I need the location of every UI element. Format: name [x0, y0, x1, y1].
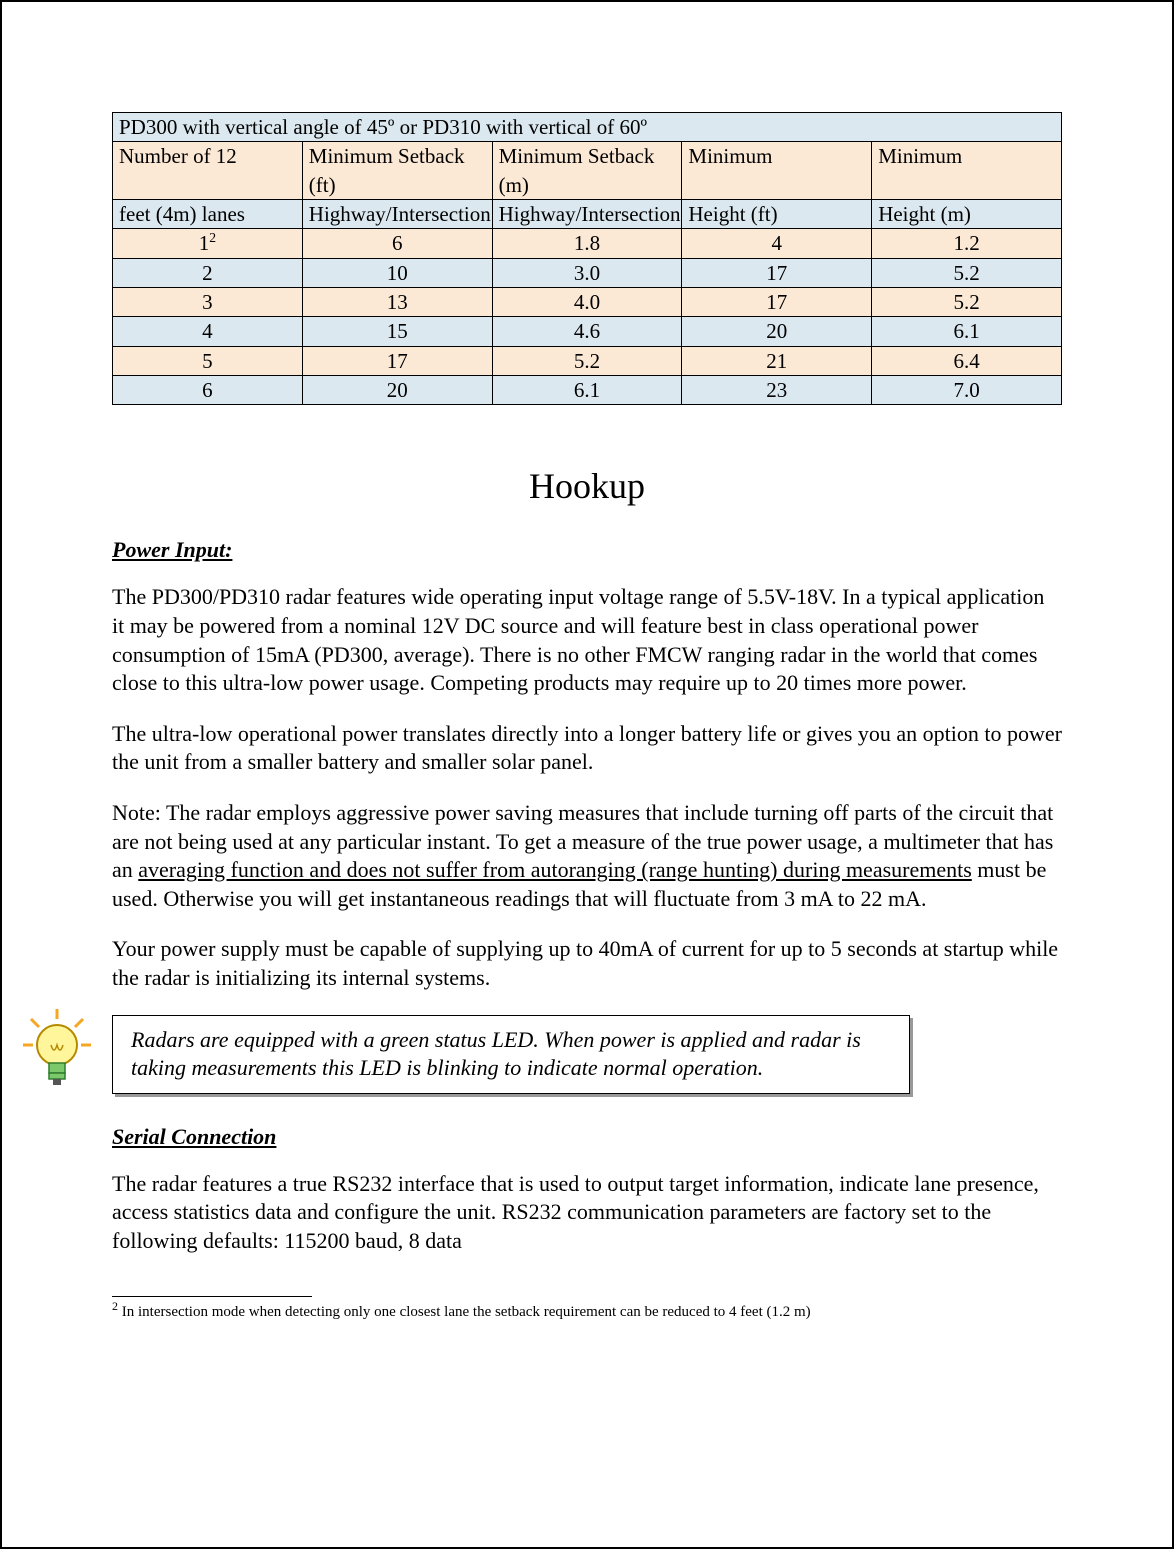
cell-lanes: 12 — [113, 229, 303, 258]
power-input-heading: Power Input: — [112, 537, 1062, 563]
cell-height-ft: 21 — [682, 346, 872, 375]
page-content: PD300 with vertical angle of 45º or PD31… — [112, 112, 1062, 1321]
cell-setback-m: 4.0 — [492, 288, 682, 317]
th-c0l2: feet (4m) lanes — [113, 200, 303, 229]
th-c2l2: Highway/Intersection — [492, 200, 682, 229]
cell-height-ft: 23 — [682, 376, 872, 405]
power-p1: The PD300/PD310 radar features wide oper… — [112, 583, 1062, 697]
cell-setback-ft: 10 — [302, 258, 492, 287]
cell-setback-m: 5.2 — [492, 346, 682, 375]
power-p4: Your power supply must be capable of sup… — [112, 935, 1062, 992]
footnote-ref: 2 — [209, 230, 216, 245]
cell-height-m: 7.0 — [872, 376, 1062, 405]
cell-lanes: 2 — [113, 258, 303, 287]
table-row: 4154.6206.1 — [113, 317, 1062, 346]
table-row: 2103.0175.2 — [113, 258, 1062, 287]
footnote-text: In intersection mode when detecting only… — [118, 1304, 811, 1320]
section-title: Hookup — [112, 465, 1062, 507]
cell-height-ft: 17 — [682, 258, 872, 287]
cell-height-m: 6.4 — [872, 346, 1062, 375]
cell-setback-m: 3.0 — [492, 258, 682, 287]
power-p2: The ultra-low operational power translat… — [112, 720, 1062, 777]
cell-setback-m: 6.1 — [492, 376, 682, 405]
cell-setback-ft: 6 — [302, 229, 492, 258]
th-c1l2: Highway/Intersection — [302, 200, 492, 229]
table-header-row-1: Number of 12 Minimum Setback (ft) Minimu… — [113, 142, 1062, 200]
page-frame: PD300 with vertical angle of 45º or PD31… — [0, 0, 1174, 1549]
serial-p1: The radar features a true RS232 interfac… — [112, 1170, 1062, 1256]
table-row: 5175.2216.4 — [113, 346, 1062, 375]
cell-height-ft: 4 — [682, 229, 872, 258]
footnote-rule — [112, 1296, 312, 1297]
setback-table: PD300 with vertical angle of 45º or PD31… — [112, 112, 1062, 405]
th-c0l1: Number of 12 — [113, 142, 303, 200]
table-header-row-2: feet (4m) lanes Highway/Intersection Hig… — [113, 200, 1062, 229]
th-c4l2: Height (m) — [872, 200, 1062, 229]
th-c3l2: Height (ft) — [682, 200, 872, 229]
cell-lanes: 5 — [113, 346, 303, 375]
cell-setback-m: 1.8 — [492, 229, 682, 258]
table-row: 3134.0175.2 — [113, 288, 1062, 317]
table-title-row: PD300 with vertical angle of 45º or PD31… — [113, 113, 1062, 142]
cell-lanes: 6 — [113, 376, 303, 405]
th-c3l1: Minimum — [682, 142, 872, 200]
power-p3: Note: The radar employs aggressive power… — [112, 799, 1062, 913]
table-title-cell: PD300 with vertical angle of 45º or PD31… — [113, 113, 1062, 142]
table-row: 1261.841.2 — [113, 229, 1062, 258]
power-p3u: averaging function and does not suffer f… — [138, 857, 972, 882]
cell-setback-m: 4.6 — [492, 317, 682, 346]
cell-lanes: 4 — [113, 317, 303, 346]
table-row: 6206.1237.0 — [113, 376, 1062, 405]
cell-height-m: 5.2 — [872, 258, 1062, 287]
table-body: 1261.841.22103.0175.23134.0175.24154.620… — [113, 229, 1062, 405]
cell-lanes: 3 — [113, 288, 303, 317]
th-c4l1: Minimum — [872, 142, 1062, 200]
serial-heading: Serial Connection — [112, 1124, 1062, 1150]
th-c1l1: Minimum Setback (ft) — [302, 142, 492, 200]
cell-height-m: 1.2 — [872, 229, 1062, 258]
cell-height-ft: 17 — [682, 288, 872, 317]
lightbulb-icon — [17, 1005, 97, 1095]
callout-wrap: Radars are equipped with a green status … — [112, 1015, 1062, 1094]
cell-setback-ft: 15 — [302, 317, 492, 346]
cell-height-m: 5.2 — [872, 288, 1062, 317]
cell-setback-ft: 17 — [302, 346, 492, 375]
cell-setback-ft: 20 — [302, 376, 492, 405]
th-c2l1: Minimum Setback (m) — [492, 142, 682, 200]
cell-height-ft: 20 — [682, 317, 872, 346]
cell-height-m: 6.1 — [872, 317, 1062, 346]
cell-setback-ft: 13 — [302, 288, 492, 317]
callout-box: Radars are equipped with a green status … — [112, 1015, 910, 1094]
footnote: 2 In intersection mode when detecting on… — [112, 1303, 1062, 1321]
